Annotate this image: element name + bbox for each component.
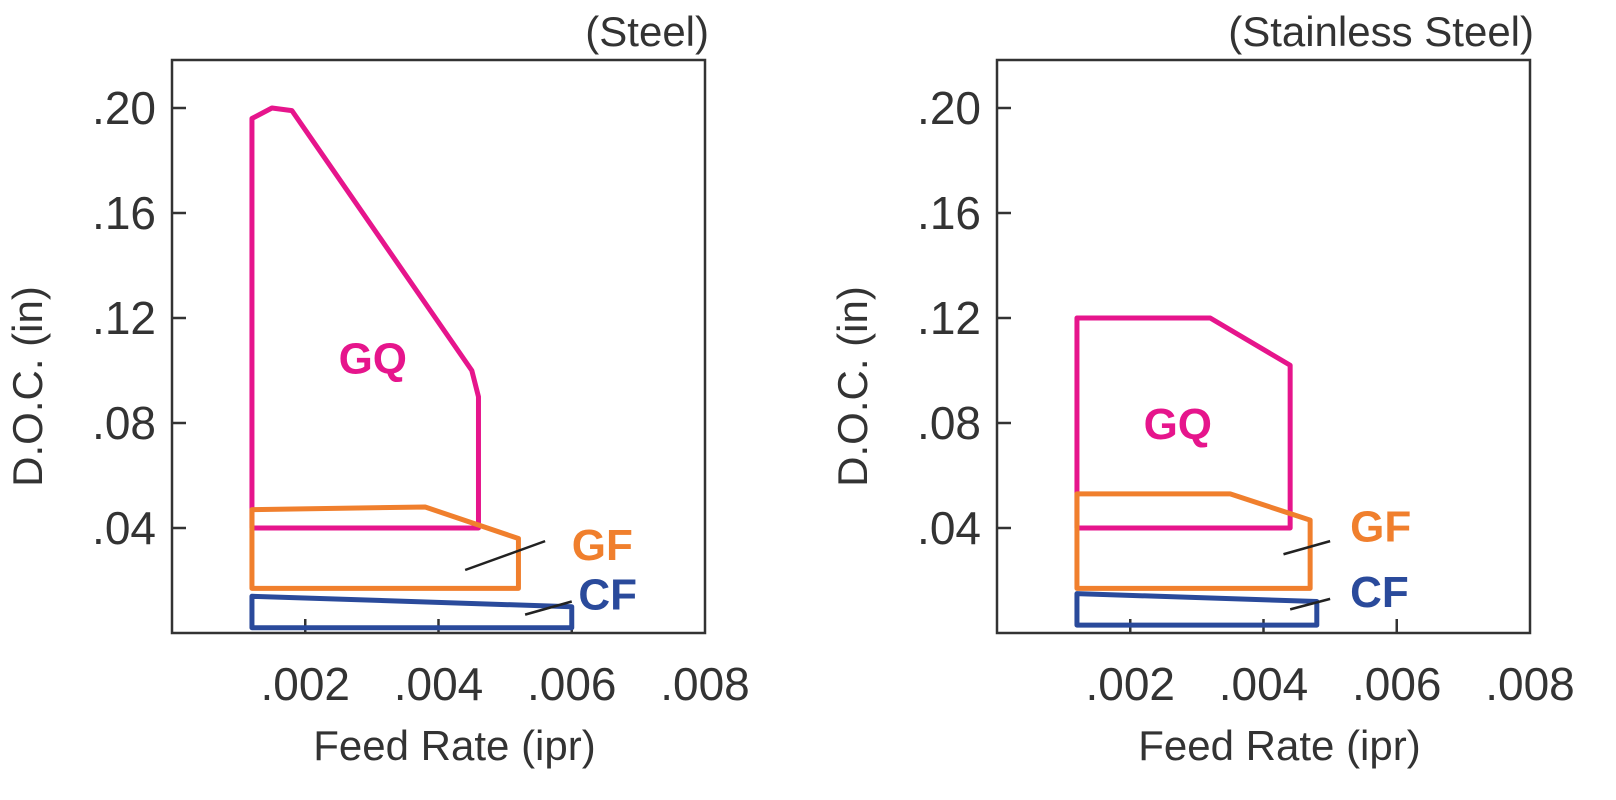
- y-tick-label: .12: [92, 292, 156, 344]
- x-tick-label: .002: [1085, 658, 1175, 710]
- region-cf-outline: [1074, 591, 1320, 628]
- region-gf-label: GF: [572, 521, 633, 570]
- region-cf-leader-line: [1289, 597, 1331, 611]
- y-tick-label: .16: [92, 187, 156, 239]
- x-axis-label: Feed Rate (ipr): [313, 722, 595, 769]
- y-tick-label: .08: [92, 397, 156, 449]
- region-gf-leader-line: [464, 539, 546, 572]
- y-tick-label: .08: [917, 397, 981, 449]
- steel-chart: (Steel) .04 .08 .12 .16 .20 .002 .004 .006 .008 Fe…: [4, 8, 750, 769]
- x-tick-label: .006: [1352, 658, 1442, 710]
- y-axis-label: D.O.C. (in): [829, 286, 876, 487]
- chart-title: (Stainless Steel): [1228, 8, 1534, 55]
- chart-title: (Steel): [585, 8, 709, 55]
- region-gf-outline: [1074, 491, 1313, 591]
- region-gq-outline: [1074, 315, 1293, 531]
- region-gf-outline: [249, 504, 521, 591]
- x-tick-label: .006: [527, 658, 617, 710]
- region-cf-label: CF: [578, 571, 637, 620]
- region-cf-leader-line: [524, 600, 573, 616]
- region-gq-label: GQ: [1144, 400, 1212, 449]
- y-tick-label: .04: [917, 502, 981, 554]
- y-tick-label: .16: [917, 187, 981, 239]
- x-axis-label: Feed Rate (ipr): [1138, 722, 1420, 769]
- region-cf-label: CF: [1350, 568, 1409, 617]
- y-tick-label: .12: [917, 292, 981, 344]
- region-gf-label: GF: [1350, 502, 1411, 551]
- stainless-steel-chart: (Stainless Steel) .04 .08 .12 .16 .20 .002 .004…: [829, 8, 1575, 769]
- region-cf-outline: [249, 593, 575, 631]
- region-gq-label: GQ: [339, 334, 407, 383]
- region-gf-leader-line: [1283, 539, 1331, 556]
- x-tick-label: .004: [394, 658, 484, 710]
- x-tick-label: .004: [1219, 658, 1309, 710]
- region-gq-outline: [249, 105, 481, 531]
- y-tick-label: .04: [92, 502, 156, 554]
- y-tick-label: .20: [917, 82, 981, 134]
- x-tick-label: .002: [260, 658, 350, 710]
- y-axis-label: D.O.C. (in): [4, 286, 51, 487]
- x-tick-label: .008: [660, 658, 750, 710]
- y-tick-label: .20: [92, 82, 156, 134]
- x-tick-label: .008: [1485, 658, 1575, 710]
